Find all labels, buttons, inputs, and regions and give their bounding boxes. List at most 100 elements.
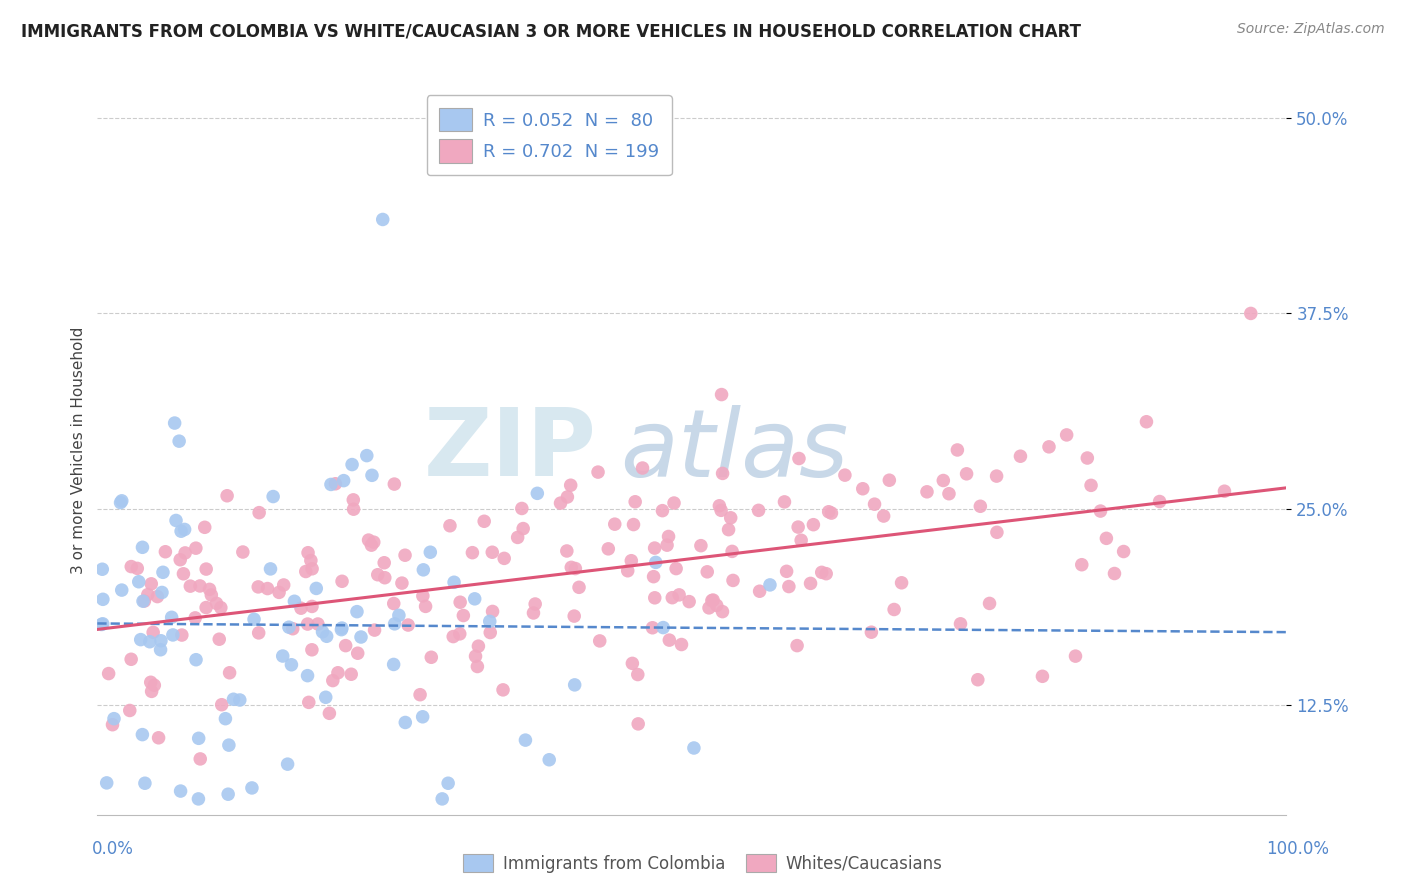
Point	[330, 621, 353, 635]
Point	[256, 582, 278, 596]
Point	[330, 574, 353, 589]
Point	[564, 561, 586, 575]
Point	[187, 792, 209, 806]
Point	[720, 510, 742, 524]
Point	[247, 580, 270, 594]
Point	[297, 668, 319, 682]
Point	[643, 569, 665, 583]
Point	[437, 776, 460, 790]
Point	[340, 667, 363, 681]
Point	[624, 495, 647, 509]
Point	[717, 523, 740, 537]
Point	[598, 541, 620, 556]
Point	[247, 506, 270, 520]
Point	[522, 606, 544, 620]
Point	[627, 667, 650, 681]
Point	[1149, 494, 1171, 508]
Point	[195, 600, 218, 615]
Point	[721, 544, 744, 558]
Point	[690, 539, 713, 553]
Point	[262, 490, 284, 504]
Point	[187, 731, 209, 746]
Point	[294, 565, 316, 579]
Point	[510, 501, 533, 516]
Point	[363, 623, 385, 637]
Point	[188, 579, 211, 593]
Point	[298, 695, 321, 709]
Point	[132, 594, 155, 608]
Point	[748, 503, 770, 517]
Legend: R = 0.052  N =  80, R = 0.702  N = 199: R = 0.052 N = 80, R = 0.702 N = 199	[427, 95, 672, 175]
Point	[148, 731, 170, 745]
Point	[111, 493, 134, 508]
Point	[110, 495, 132, 509]
Point	[464, 591, 486, 606]
Point	[169, 552, 191, 566]
Point	[810, 566, 832, 580]
Point	[790, 533, 813, 548]
Point	[1070, 558, 1092, 572]
Point	[955, 467, 977, 481]
Point	[118, 703, 141, 717]
Point	[1135, 415, 1157, 429]
Point	[706, 599, 728, 613]
Legend: Immigrants from Colombia, Whites/Caucasians: Immigrants from Colombia, Whites/Caucasi…	[457, 847, 949, 880]
Point	[883, 602, 905, 616]
Point	[711, 605, 734, 619]
Point	[217, 787, 239, 801]
Point	[932, 474, 955, 488]
Point	[307, 617, 329, 632]
Point	[267, 585, 290, 599]
Point	[136, 588, 159, 602]
Point	[360, 538, 382, 552]
Point	[1031, 669, 1053, 683]
Point	[128, 574, 150, 589]
Point	[986, 525, 1008, 540]
Point	[346, 646, 368, 660]
Point	[90, 617, 112, 632]
Point	[860, 625, 883, 640]
Point	[134, 776, 156, 790]
Point	[131, 728, 153, 742]
Point	[479, 625, 502, 640]
Y-axis label: 3 or more Vehicles in Household: 3 or more Vehicles in Household	[72, 326, 86, 574]
Point	[120, 652, 142, 666]
Point	[188, 752, 211, 766]
Point	[218, 665, 240, 680]
Point	[621, 657, 644, 671]
Point	[174, 546, 197, 560]
Point	[697, 600, 720, 615]
Point	[786, 639, 808, 653]
Point	[232, 545, 254, 559]
Point	[141, 577, 163, 591]
Point	[494, 551, 516, 566]
Point	[1090, 504, 1112, 518]
Point	[91, 616, 114, 631]
Point	[363, 535, 385, 549]
Point	[472, 514, 495, 528]
Point	[129, 632, 152, 647]
Point	[103, 712, 125, 726]
Point	[149, 633, 172, 648]
Point	[443, 575, 465, 590]
Point	[481, 545, 503, 559]
Point	[778, 580, 800, 594]
Point	[394, 715, 416, 730]
Point	[139, 675, 162, 690]
Point	[91, 592, 114, 607]
Point	[209, 600, 232, 615]
Point	[172, 566, 194, 581]
Point	[966, 673, 988, 687]
Point	[396, 618, 419, 632]
Point	[412, 710, 434, 724]
Point	[271, 648, 294, 663]
Point	[1038, 440, 1060, 454]
Point	[146, 590, 169, 604]
Point	[665, 561, 688, 575]
Point	[240, 780, 263, 795]
Point	[710, 503, 733, 517]
Point	[759, 578, 782, 592]
Point	[678, 594, 700, 608]
Point	[568, 580, 591, 594]
Point	[439, 518, 461, 533]
